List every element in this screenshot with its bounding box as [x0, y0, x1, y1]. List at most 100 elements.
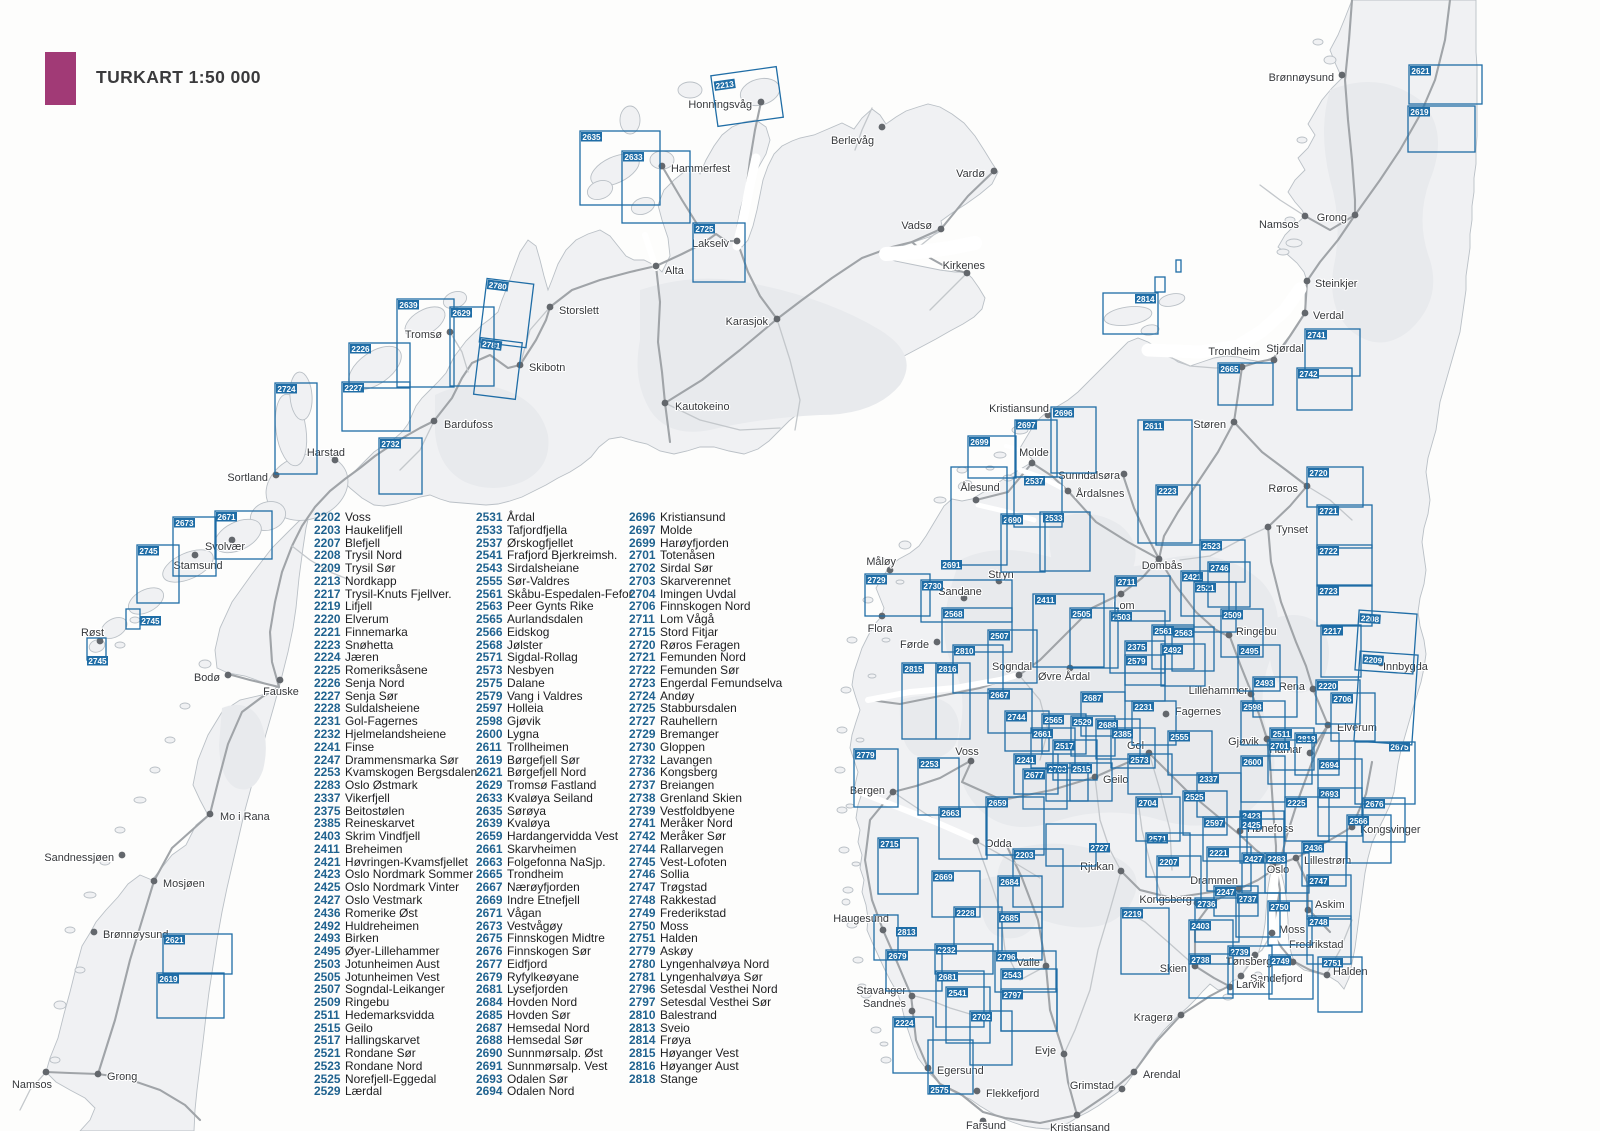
svg-text:2816: 2816 [938, 665, 957, 674]
svg-text:Øvre Årdal: Øvre Årdal [1038, 670, 1090, 683]
svg-text:2724: 2724 [277, 385, 296, 394]
svg-text:2207: 2207 [1159, 858, 1178, 867]
svg-text:Brønnøysund: Brønnøysund [103, 929, 168, 941]
svg-text:Sandefjord: Sandefjord [1250, 973, 1303, 985]
svg-text:Innbygda: Innbygda [1383, 661, 1429, 673]
svg-text:2241: 2241 [1016, 756, 1035, 765]
svg-text:Fagernes: Fagernes [1175, 706, 1222, 718]
svg-text:Flora: Flora [868, 623, 894, 635]
svg-text:Sandnes: Sandnes [863, 998, 907, 1010]
svg-text:2231: 2231 [1134, 703, 1153, 712]
svg-text:2633: 2633 [624, 153, 643, 162]
svg-text:2746: 2746 [1210, 564, 1229, 573]
svg-text:2751: 2751 [1323, 959, 1342, 968]
svg-text:2529: 2529 [1073, 718, 1092, 727]
svg-text:Ringebu: Ringebu [1236, 626, 1277, 638]
svg-text:2621: 2621 [1411, 67, 1430, 76]
svg-text:2221: 2221 [1209, 849, 1228, 858]
svg-text:2639: 2639 [399, 301, 418, 310]
svg-text:2566: 2566 [1349, 817, 1368, 826]
svg-text:2663: 2663 [941, 809, 960, 818]
svg-text:Namsos: Namsos [1259, 219, 1299, 231]
svg-text:Ålesund: Ålesund [960, 481, 999, 494]
svg-text:2727: 2727 [1090, 844, 1109, 853]
svg-text:Kirkenes: Kirkenes [943, 260, 986, 272]
svg-text:2521: 2521 [1196, 584, 1215, 593]
svg-text:2694: 2694 [1320, 761, 1339, 770]
svg-text:2507: 2507 [990, 632, 1009, 641]
svg-text:Askim: Askim [1315, 899, 1345, 911]
svg-text:2247: 2247 [1216, 888, 1235, 897]
svg-text:Rena: Rena [1279, 681, 1306, 693]
svg-text:Støren: Støren [1193, 419, 1226, 431]
svg-text:2375: 2375 [1127, 643, 1146, 652]
svg-text:Fredrikstad: Fredrikstad [1289, 939, 1343, 951]
svg-text:2736: 2736 [1197, 900, 1216, 909]
svg-text:2226: 2226 [351, 345, 370, 354]
svg-text:Evje: Evje [1035, 1045, 1056, 1057]
svg-text:2403: 2403 [1191, 922, 1210, 931]
svg-text:2711: 2711 [1118, 578, 1136, 587]
svg-text:2217: 2217 [1323, 627, 1342, 636]
svg-text:2681: 2681 [938, 973, 957, 982]
svg-text:2679: 2679 [888, 952, 907, 961]
svg-text:Drammen: Drammen [1190, 875, 1238, 887]
svg-text:2685: 2685 [1000, 914, 1019, 923]
svg-text:2732: 2732 [381, 440, 400, 449]
svg-text:Stamsund: Stamsund [173, 560, 222, 572]
svg-text:2573: 2573 [1130, 756, 1149, 765]
svg-text:2571: 2571 [1148, 835, 1167, 844]
svg-text:2525: 2525 [1185, 793, 1204, 802]
svg-text:Moss: Moss [1279, 924, 1306, 936]
svg-text:2523: 2523 [1202, 542, 1221, 551]
svg-text:Lom: Lom [1113, 600, 1134, 612]
svg-text:2715: 2715 [880, 840, 899, 849]
svg-text:Mo i Rana: Mo i Rana [220, 811, 271, 823]
svg-text:2509: 2509 [1223, 611, 1242, 620]
svg-text:2209: 2209 [1364, 655, 1383, 665]
svg-text:2565: 2565 [1044, 716, 1063, 725]
svg-text:2575: 2575 [930, 1086, 949, 1095]
svg-text:2810: 2810 [955, 647, 974, 656]
svg-text:Gjøvik: Gjøvik [1228, 736, 1259, 748]
svg-text:2495: 2495 [1240, 647, 1259, 656]
svg-text:Kristiansund: Kristiansund [989, 403, 1049, 415]
svg-text:2411: 2411 [1037, 596, 1055, 605]
svg-text:2738: 2738 [1191, 956, 1210, 965]
svg-text:2385: 2385 [1113, 730, 1132, 739]
svg-text:2750: 2750 [1270, 903, 1289, 912]
svg-text:Sogndal: Sogndal [992, 661, 1032, 673]
svg-text:Voss: Voss [955, 746, 979, 758]
svg-text:2619: 2619 [159, 975, 178, 984]
svg-text:2797: 2797 [1003, 991, 1022, 1000]
svg-text:2232: 2232 [937, 946, 956, 955]
svg-text:2780: 2780 [488, 281, 508, 292]
svg-text:2690: 2690 [1003, 516, 1022, 525]
svg-text:2815: 2815 [904, 665, 923, 674]
svg-text:Rjukan: Rjukan [1080, 861, 1114, 873]
svg-text:2693: 2693 [1320, 790, 1339, 799]
svg-text:2537: 2537 [1025, 477, 1044, 486]
svg-text:2730: 2730 [923, 582, 942, 591]
svg-text:2699: 2699 [970, 438, 989, 447]
svg-text:Steinkjer: Steinkjer [1315, 278, 1358, 290]
svg-text:2741: 2741 [1307, 331, 1326, 340]
svg-text:Mosjøen: Mosjøen [163, 878, 205, 890]
svg-text:Egersund: Egersund [937, 1065, 984, 1077]
svg-text:2283: 2283 [1267, 855, 1286, 864]
svg-text:Lillehammer: Lillehammer [1189, 685, 1249, 697]
svg-text:Alta: Alta [665, 265, 685, 277]
svg-text:Arendal: Arendal [1143, 1069, 1181, 1081]
svg-text:2687: 2687 [1083, 694, 1102, 703]
svg-text:2745: 2745 [141, 617, 160, 626]
svg-text:Oslo: Oslo [1267, 864, 1289, 876]
svg-text:2600: 2600 [1243, 758, 1262, 767]
svg-text:2568: 2568 [944, 610, 963, 619]
svg-text:2555: 2555 [1170, 733, 1189, 742]
svg-text:2721: 2721 [1319, 507, 1338, 516]
svg-text:Sandnessjøen: Sandnessjøen [44, 852, 114, 864]
svg-text:2667: 2667 [990, 691, 1009, 700]
svg-text:2598: 2598 [1243, 703, 1262, 712]
svg-text:2421: 2421 [1183, 573, 1202, 582]
svg-text:2517: 2517 [1055, 742, 1074, 751]
